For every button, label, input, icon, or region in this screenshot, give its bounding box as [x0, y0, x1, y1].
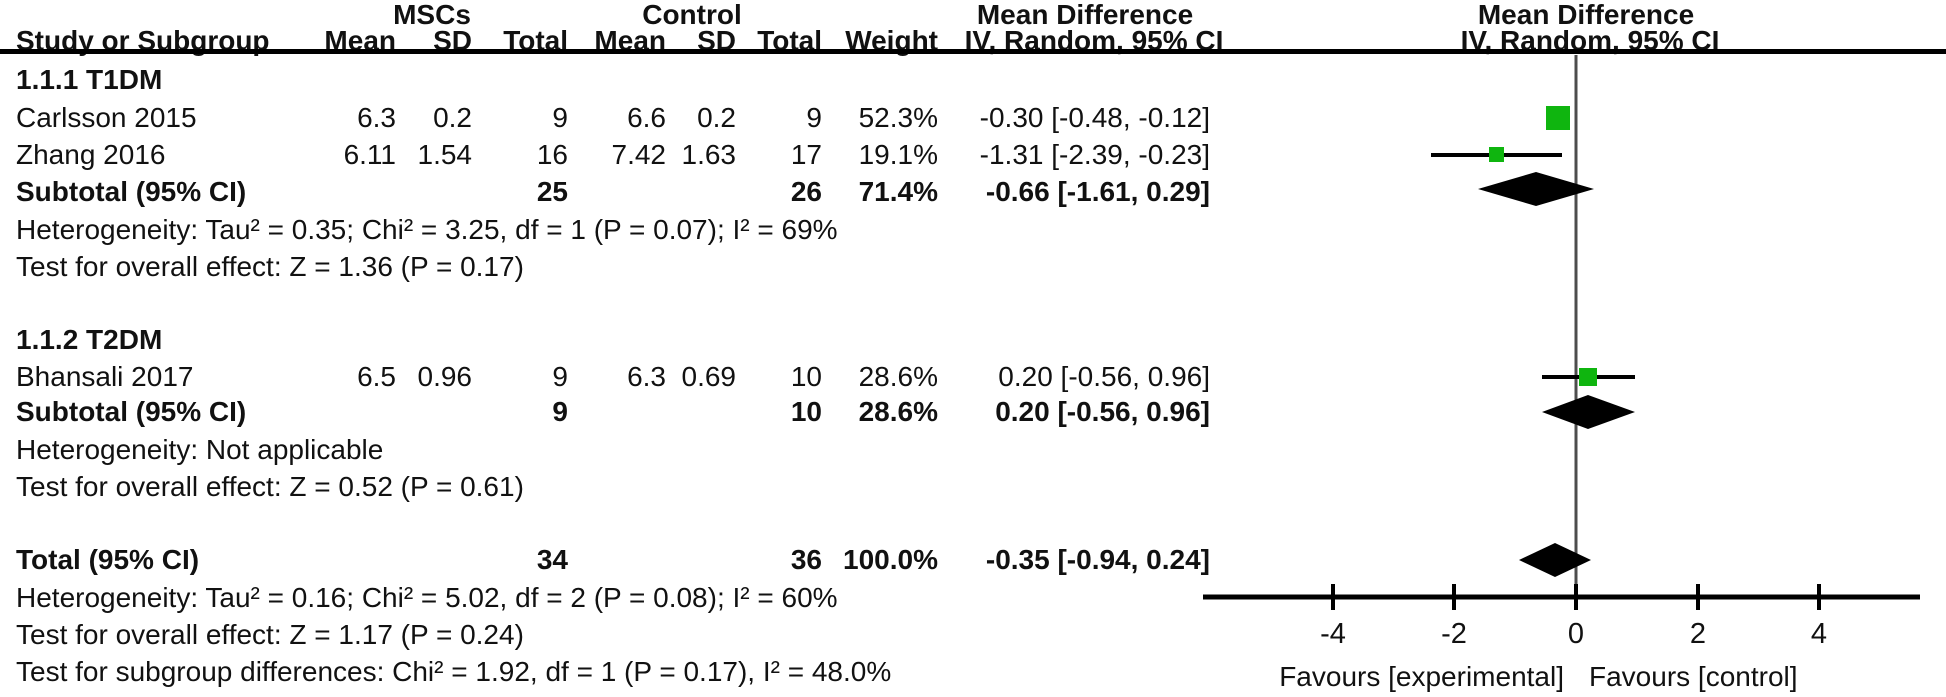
heterogeneity-text: Heterogeneity: Tau² = 0.35; Chi² = 3.25,… — [16, 214, 838, 245]
header-underline — [0, 49, 1946, 54]
ctrl-mean: 6.6 — [627, 102, 666, 133]
subgroup-label: 1.1.2 T2DM — [16, 324, 163, 355]
weight-value: 28.6% — [858, 396, 938, 427]
weight-value: 100.0% — [843, 544, 938, 575]
table-row-zhang-2016: Zhang 2016 6.11 1.54 16 7.42 1.63 17 19.… — [0, 140, 1230, 170]
effect-marker-zhang-2016 — [1489, 147, 1504, 162]
ctrl-sd: 0.2 — [697, 102, 736, 133]
study-name: Zhang 2016 — [16, 139, 166, 170]
column-header-mean-difference-text: Mean Difference — [976, 0, 1194, 30]
weight-value: 19.1% — [858, 139, 938, 170]
msc-mean: 6.5 — [357, 361, 396, 392]
heterogeneity-text: Heterogeneity: Tau² = 0.16; Chi² = 5.02,… — [16, 582, 838, 613]
ctrl-total: 10 — [790, 361, 822, 392]
weight-value: 71.4% — [858, 176, 938, 207]
table-row-total: Total (95% CI) 34 36 100.0% -0.35 [-0.94… — [0, 545, 1230, 575]
ctrl-total: 26 — [790, 176, 822, 207]
msc-total: 25 — [536, 176, 568, 207]
overall-effect-line-t2dm: Test for overall effect: Z = 0.52 (P = 0… — [0, 472, 1230, 502]
table-row-subtotal-t2dm: Subtotal (95% CI) 9 10 28.6% 0.20 [-0.56… — [0, 397, 1230, 427]
overall-effect-line-total: Test for overall effect: Z = 1.17 (P = 0… — [0, 620, 1230, 650]
effect-marker-bhansali-2017 — [1579, 368, 1597, 386]
table-row-subtotal-t1dm: Subtotal (95% CI) 25 26 71.4% -0.66 [-1.… — [0, 177, 1230, 207]
ctrl-mean: 7.42 — [611, 139, 667, 170]
msc-total: 9 — [552, 361, 568, 392]
subtotal-label: Subtotal (95% CI) — [16, 396, 247, 427]
ci-value: -0.30 [-0.48, -0.12] — [979, 102, 1210, 133]
ctrl-mean: 6.3 — [627, 361, 666, 392]
msc-sd: 0.96 — [417, 361, 473, 392]
x-tick-label: 4 — [1811, 618, 1827, 650]
weight-value: 28.6% — [858, 361, 938, 392]
ctrl-sd: 0.69 — [681, 361, 737, 392]
overall-effect-text: Test for overall effect: Z = 0.52 (P = 0… — [16, 471, 524, 502]
msc-sd: 0.2 — [433, 102, 472, 133]
heterogeneity-line-t1dm: Heterogeneity: Tau² = 0.35; Chi² = 3.25,… — [0, 215, 1230, 245]
column-header-mean-difference-plot: Mean Difference — [1477, 0, 1695, 30]
subgroup-differences-text: Test for subgroup differences: Chi² = 1.… — [16, 656, 892, 687]
overall-effect-text: Test for overall effect: Z = 1.17 (P = 0… — [16, 619, 524, 650]
msc-total: 16 — [536, 139, 568, 170]
study-name: Bhansali 2017 — [16, 361, 194, 392]
ctrl-total: 36 — [790, 544, 822, 575]
overall-effect-text: Test for overall effect: Z = 1.36 (P = 0… — [16, 251, 524, 282]
group-header-mscs: MSCs — [393, 0, 471, 30]
ci-value: 0.20 [-0.56, 0.96] — [998, 361, 1210, 392]
subgroup-header-t2dm: 1.1.2 T2DM — [0, 325, 1230, 355]
overall-effect-line-t1dm: Test for overall effect: Z = 1.36 (P = 0… — [0, 252, 1230, 282]
ci-value: -1.31 [-2.39, -0.23] — [979, 139, 1210, 170]
ctrl-total: 17 — [790, 139, 822, 170]
subtotal-diamond-t1dm — [1478, 172, 1594, 206]
ctrl-total: 10 — [790, 396, 822, 427]
subgroup-label: 1.1.1 T1DM — [16, 64, 163, 95]
subgroup-header-t1dm: 1.1.1 T1DM — [0, 65, 1230, 95]
group-header-control: Control — [642, 0, 742, 30]
effect-marker-carlsson-2015 — [1546, 106, 1570, 130]
msc-total: 9 — [552, 102, 568, 133]
total-label: Total (95% CI) — [16, 544, 200, 575]
ctrl-total: 9 — [806, 102, 822, 133]
msc-sd: 1.54 — [417, 139, 473, 170]
x-tick-label: 2 — [1690, 618, 1706, 650]
total-diamond — [1519, 543, 1591, 577]
ci-value: -0.35 [-0.94, 0.24] — [985, 544, 1210, 575]
ctrl-sd: 1.63 — [681, 139, 737, 170]
x-tick-label: -2 — [1441, 618, 1467, 650]
favours-control-label: Favours [control] — [1589, 661, 1798, 692]
favours-experimental-label: Favours [experimental] — [1279, 661, 1564, 692]
table-row-bhansali-2017: Bhansali 2017 6.5 0.96 9 6.3 0.69 10 28.… — [0, 362, 1230, 392]
msc-mean: 6.11 — [343, 139, 396, 170]
ci-value: -0.66 [-1.61, 0.29] — [985, 176, 1210, 207]
ci-value: 0.20 [-0.56, 0.96] — [995, 396, 1210, 427]
msc-mean: 6.3 — [357, 102, 396, 133]
table-row-carlsson-2015: Carlsson 2015 6.3 0.2 9 6.6 0.2 9 52.3% … — [0, 103, 1230, 133]
x-tick-label: -4 — [1320, 618, 1346, 650]
heterogeneity-text: Heterogeneity: Not applicable — [16, 434, 384, 465]
subtotal-diamond-t2dm — [1542, 395, 1635, 429]
x-tick-label: 0 — [1568, 618, 1584, 650]
heterogeneity-line-t2dm: Heterogeneity: Not applicable — [0, 435, 1230, 465]
heterogeneity-line-total: Heterogeneity: Tau² = 0.16; Chi² = 5.02,… — [0, 583, 1230, 613]
subgroup-differences-line: Test for subgroup differences: Chi² = 1.… — [0, 657, 1230, 687]
msc-total: 9 — [552, 396, 568, 427]
subtotal-label: Subtotal (95% CI) — [16, 176, 247, 207]
weight-value: 52.3% — [858, 102, 938, 133]
study-name: Carlsson 2015 — [16, 102, 197, 133]
msc-total: 34 — [536, 544, 568, 575]
